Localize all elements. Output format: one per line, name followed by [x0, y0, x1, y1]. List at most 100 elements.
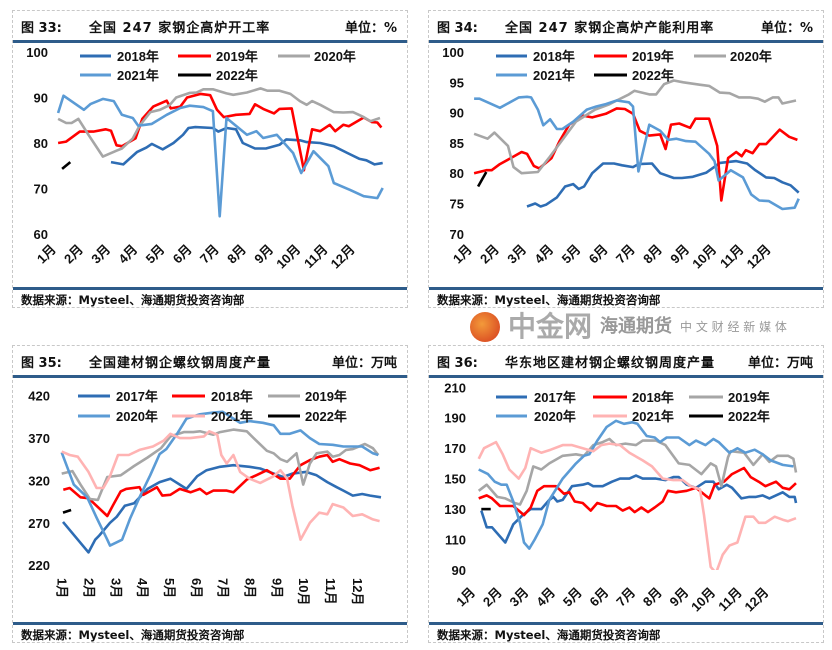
x-tick-label: 2月: [61, 242, 86, 267]
chart-title: 华东地区建材钢企螺纹钢周度产量: [505, 356, 716, 371]
y-tick-label: 110: [445, 533, 466, 548]
chart-panel-35: 图 35: 全国建材钢企螺纹钢周度产量 单位：万吨 数据来源：Mysteel、海…: [12, 345, 408, 643]
x-tick-label: 8月: [640, 242, 665, 267]
unit-label: 单位：万吨: [747, 356, 813, 371]
series-line-2017年: [62, 463, 382, 554]
x-tick-label: 5月: [143, 242, 168, 267]
legend-label: 2021年: [632, 409, 674, 424]
chart-header: 图 35: 全国建材钢企螺纹钢周度产量 单位：万吨: [13, 346, 407, 374]
x-tick-label: 10月: [689, 242, 719, 272]
series-line-2019年: [477, 437, 798, 506]
series-line-2021年: [477, 440, 797, 570]
legend-label: 2017年: [116, 389, 158, 404]
y-tick-label: 70: [34, 182, 48, 197]
x-tick-label: 4月: [135, 578, 150, 598]
x-tick-label: 11月: [715, 585, 745, 615]
watermark-overlay: 海通期货: [600, 316, 673, 337]
series-line-2022年: [62, 508, 72, 514]
chart-3: 210 190 170 150 130 110 90 1月 2月 3月 4月 5月 6月 7月 8月 9月10…: [444, 380, 798, 615]
x-tick-label: 11月: [301, 242, 331, 272]
x-tick-label: 10月: [296, 578, 311, 605]
chart-header: 图 33: 全国 247 家钢企高炉开工率 单位：%: [13, 11, 407, 39]
y-tick-label: 150: [444, 472, 466, 487]
header-divider: [13, 40, 407, 43]
y-tick-label: 80: [34, 136, 48, 151]
x-tick-label: 3月: [504, 242, 529, 267]
x-tick-label: 10月: [688, 585, 718, 615]
x-tick-label: 1月: [453, 585, 478, 610]
x-tick-label: 5月: [560, 585, 585, 610]
x-tick-label: 10月: [273, 242, 303, 272]
x-tick-label: 7月: [613, 585, 638, 610]
chart-panel-36: 图 36: 华东地区建材钢企螺纹钢周度产量 单位：万吨 数据来源：Mysteel…: [428, 345, 824, 643]
y-tick-label: 75: [450, 197, 464, 212]
x-tick-label: 11月: [323, 578, 338, 605]
y-tick-label: 95: [450, 75, 464, 90]
x-tick-label: 11月: [717, 242, 747, 272]
x-tick-label: 2月: [82, 578, 97, 598]
x-tick-label: 3月: [507, 585, 532, 610]
legend-label: 2021年: [211, 409, 253, 424]
legend-label: 2022年: [305, 409, 347, 424]
chart-panel-34: 图 34: 全国 247 家钢企高炉产能利用率 单位：% 数据来源：Mystee…: [428, 10, 824, 308]
y-tick-label: 90: [450, 106, 464, 121]
x-tick-label: 2月: [477, 242, 502, 267]
x-tick-label: 1月: [34, 242, 59, 267]
series-line-2020年: [57, 87, 381, 158]
x-tick-label: 7月: [613, 242, 638, 267]
legend-label: 2022年: [728, 409, 770, 424]
logo-icon: [470, 312, 500, 342]
chart-header: 图 36: 华东地区建材钢企螺纹钢周度产量 单位：万吨: [429, 346, 823, 374]
legend-label: 2020年: [534, 409, 576, 424]
series-line-2018年: [478, 466, 797, 517]
y-tick-label: 80: [450, 166, 464, 181]
legend-label: 2019年: [728, 390, 770, 405]
y-tick-label: 130: [444, 502, 466, 517]
x-tick-label: 4月: [533, 585, 558, 610]
series-line-2019年: [473, 107, 798, 202]
x-tick-label: 1月: [450, 242, 475, 267]
x-tick-label: 12月: [744, 242, 774, 272]
x-tick-label: 7月: [216, 578, 231, 598]
y-tick-label: 90: [34, 91, 48, 106]
chart-2: 420 370 320 270 220 1月 2月 3月 4月 5月 6月 7月 8月 9月 10月 11月 1…: [28, 389, 382, 605]
watermark-tagline: 中 文 财 经 新 媒 体: [680, 320, 787, 334]
unit-label: 单位：%: [344, 21, 397, 36]
watermark-brand: 中金网: [508, 310, 593, 343]
series-line-2018年: [526, 159, 800, 208]
x-tick-label: 6月: [587, 585, 612, 610]
y-tick-label: 100: [26, 45, 48, 60]
figure-number: 图 33:: [21, 21, 62, 36]
series-line-2021年: [474, 95, 800, 211]
series-line-2021年: [61, 430, 380, 541]
series-line-2019年: [57, 92, 383, 172]
x-tick-label: 9月: [667, 585, 692, 610]
y-tick-label: 170: [444, 441, 466, 456]
series-line-2020年: [478, 419, 794, 550]
x-tick-label: 5月: [559, 242, 584, 267]
y-tick-label: 70: [450, 227, 464, 242]
legend-label: 2021年: [117, 68, 159, 83]
x-tick-label: 4月: [531, 242, 556, 267]
y-tick-label: 90: [452, 563, 466, 578]
x-tick-label: 12月: [741, 585, 771, 615]
source-note: 数据来源：Mysteel、海通期货投资咨询部: [21, 293, 245, 307]
watermark: 中金网 海通期货 中 文 财 经 新 媒 体: [470, 310, 787, 344]
legend-label: 2022年: [216, 68, 258, 83]
series-line-2017年: [480, 474, 798, 544]
chart-title: 全国 247 家钢企高炉产能利用率: [505, 21, 715, 36]
legend-label: 2019年: [216, 49, 258, 64]
x-tick-label: 9月: [269, 578, 284, 598]
x-tick-label: 3月: [108, 578, 123, 598]
series-line-2021年: [56, 94, 384, 218]
x-tick-label: 9月: [251, 242, 276, 267]
y-tick-label: 210: [444, 380, 466, 395]
x-tick-label: 8月: [224, 242, 249, 267]
x-tick-label: 6月: [189, 578, 204, 598]
x-tick-label: 6月: [170, 242, 195, 267]
x-tick-label: 8月: [243, 578, 258, 598]
y-tick-label: 60: [34, 227, 48, 242]
x-tick-label: 12月: [328, 242, 358, 272]
